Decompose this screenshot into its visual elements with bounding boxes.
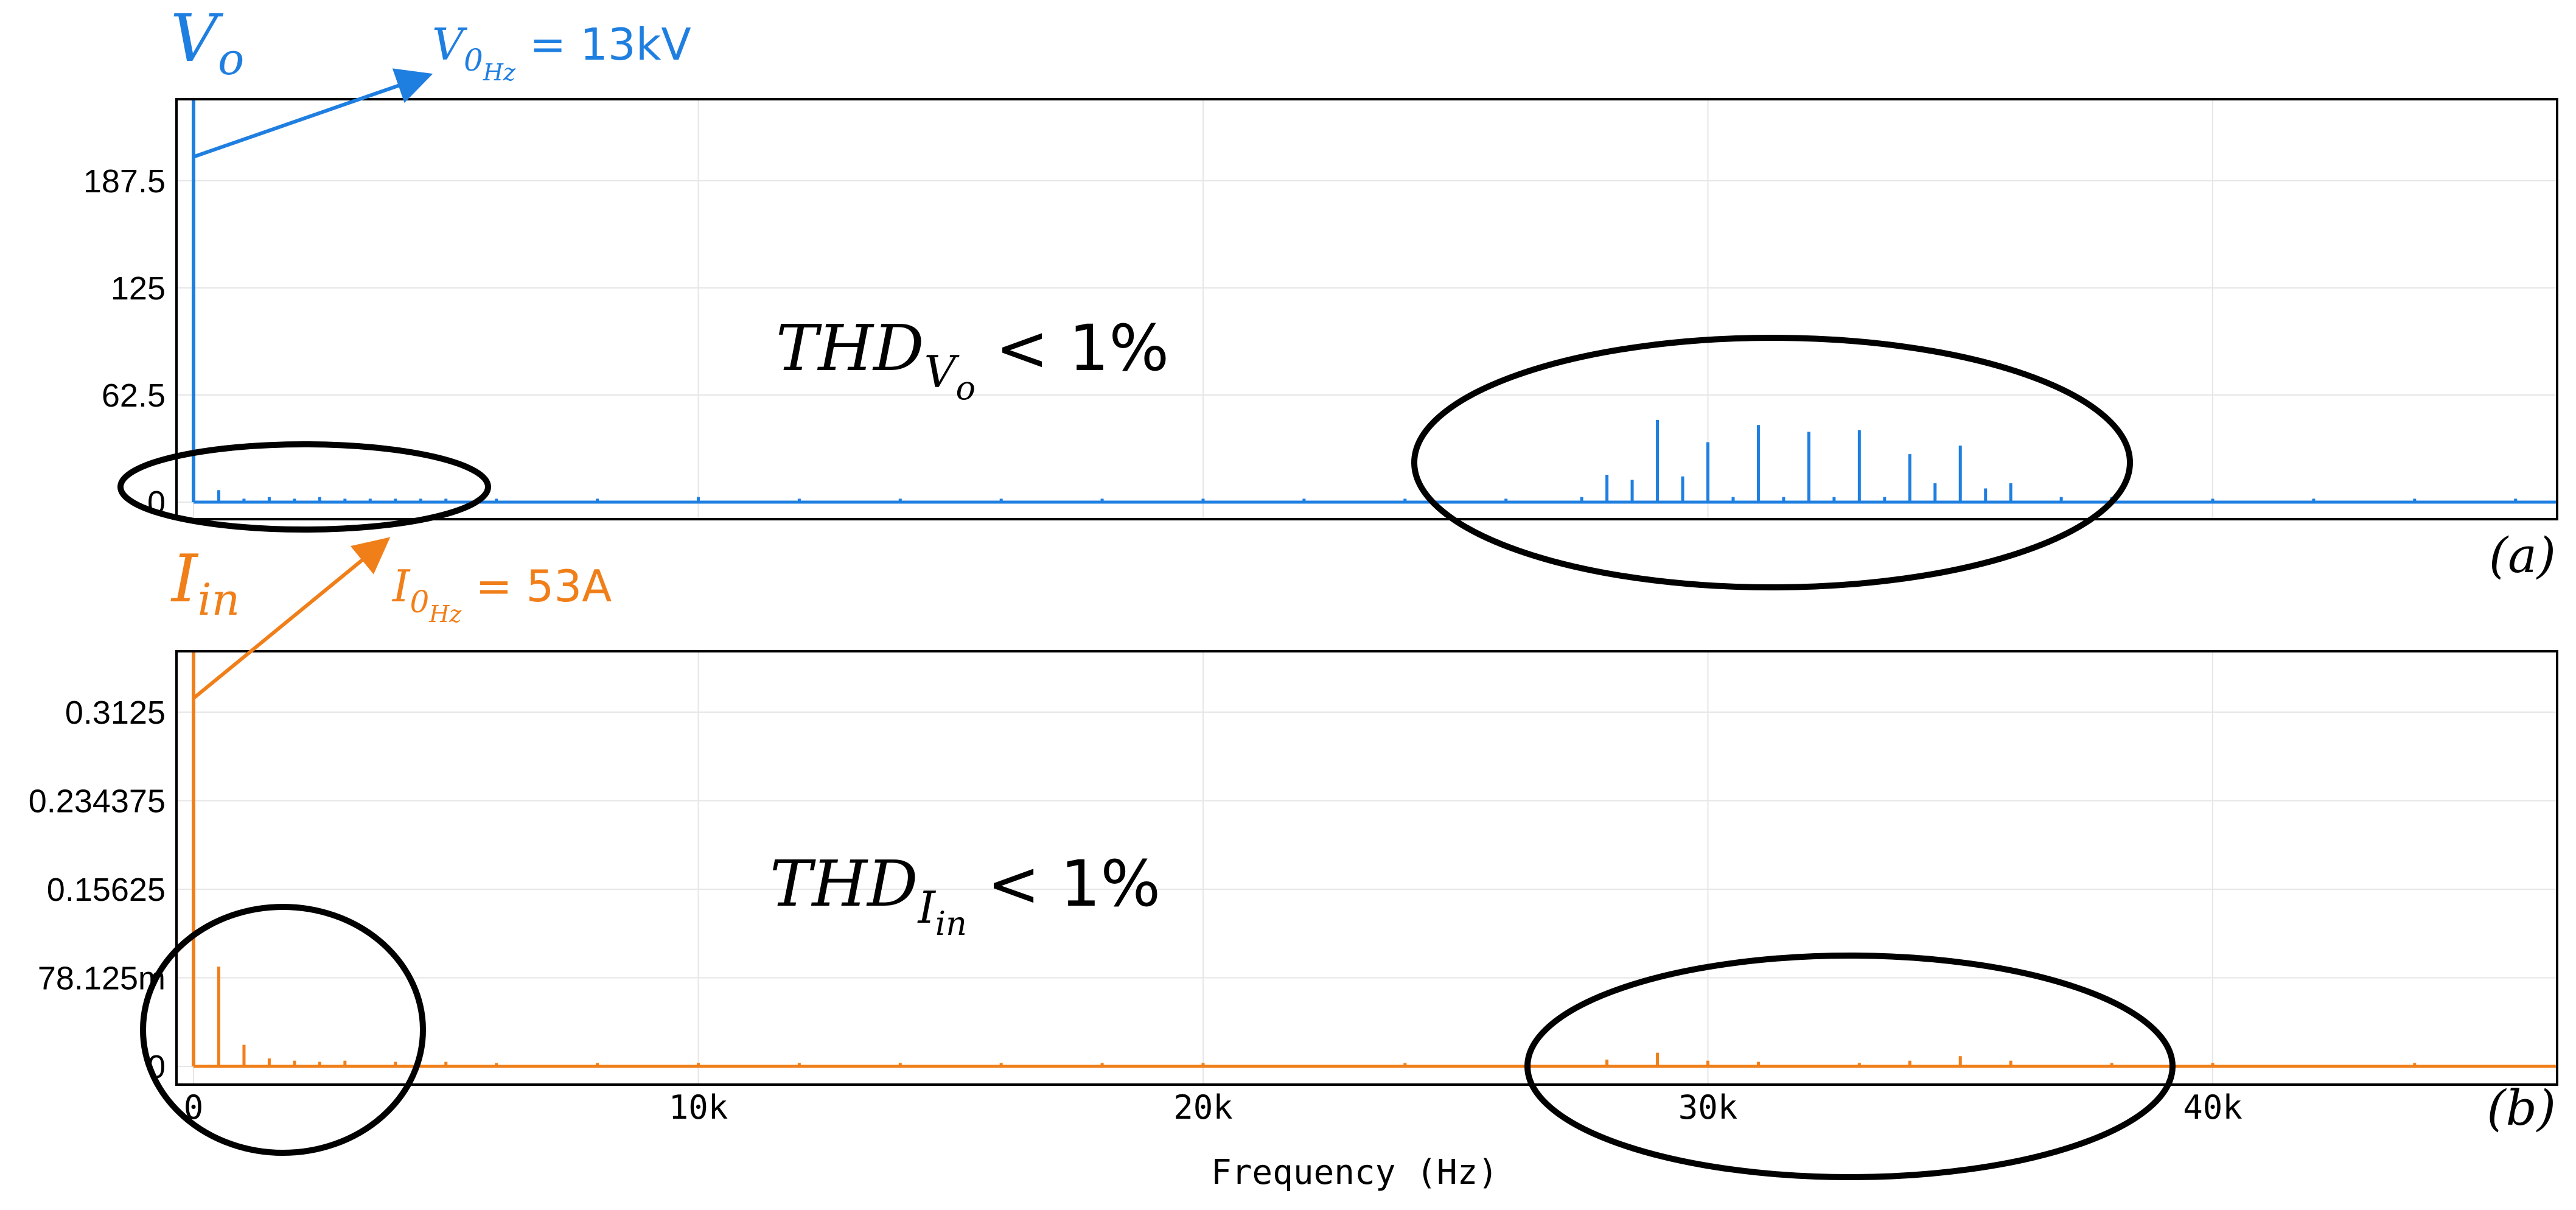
panel-b-current-spectrum: 0 78.125m 0.15625 0.234375 0.3125 Iin I0Hz =… xyxy=(29,537,2558,1180)
panel-b-frame xyxy=(175,650,2558,1086)
panel-b-dc-arrow xyxy=(192,537,391,701)
panel-a-label: (a) xyxy=(2489,527,2556,584)
x-tick-label: 20k xyxy=(1173,1088,1233,1127)
x-tick-label: 40k xyxy=(2183,1088,2243,1127)
panel-a-dc-arrow xyxy=(192,68,433,159)
x-tick-label: 10k xyxy=(669,1088,728,1127)
panel-b-switching-harmonics-highlight xyxy=(1524,953,2176,1180)
panel-b-label: (b) xyxy=(2487,1080,2556,1136)
y-tick-label: 62.5 xyxy=(102,377,166,414)
y-tick-label: 0.3125 xyxy=(65,694,166,731)
panel-a-low-frequency-highlight xyxy=(117,441,491,533)
panel-b-signal-label: Iin xyxy=(170,541,240,625)
y-tick-label: 187.5 xyxy=(83,163,166,200)
y-tick-label: 125 xyxy=(111,270,166,307)
panel-a-thd-annotation: THDVo < 1% xyxy=(776,311,1169,407)
panel-a-dc-annotation: V0Hz = 13kV xyxy=(432,19,691,86)
panel-a-switching-harmonics-highlight xyxy=(1411,335,2133,590)
y-tick-label: 0.234375 xyxy=(29,783,166,820)
panel-b-dc-annotation: I0Hz = 53A xyxy=(391,561,612,628)
x-axis-label: Frequency (Hz) xyxy=(1211,1153,1498,1192)
y-tick-label: 0.15625 xyxy=(47,872,166,908)
panel-a-frame xyxy=(175,98,2558,520)
y-tick-label: 78.125m xyxy=(38,960,166,997)
x-tick-label: 30k xyxy=(1678,1088,1738,1127)
panel-a-signal-label: Vo xyxy=(170,1,244,85)
panel-b-low-frequency-highlight xyxy=(140,904,426,1156)
x-tick-label: 0 xyxy=(184,1088,204,1127)
x-axis: 0 10k 20k 30k 40k xyxy=(184,1088,2243,1127)
panel-b-thd-annotation: THDIin < 1% xyxy=(770,847,1161,943)
